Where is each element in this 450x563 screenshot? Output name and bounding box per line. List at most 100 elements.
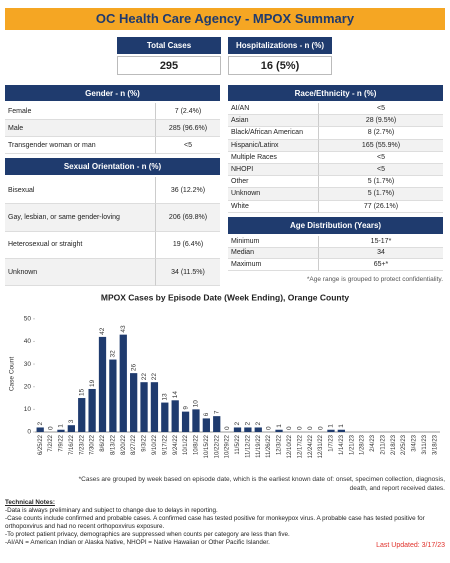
bar [109,359,117,432]
x-tick-label: 2/11/23 [380,434,386,454]
bar [181,411,190,432]
x-tick-label: 2/25/23 [401,434,407,455]
x-tick-label: 9/24/22 [173,434,179,455]
value-label: 2 [255,421,262,425]
bar [327,429,335,432]
bar [202,418,210,432]
value-label: 43 [120,325,127,333]
bar [36,427,44,432]
value-label: 2 [37,421,44,425]
x-tick-label: 1/7/23 [329,434,335,451]
row-value: <5 [318,103,443,116]
x-tick-label: 8/27/22 [131,434,137,455]
note-line: -To protect patient privacy, demographic… [5,531,290,538]
x-tick-label: 10/8/22 [194,434,200,455]
bar [88,388,96,432]
x-tick-label: 7/23/22 [79,434,85,455]
value-label: 0 [317,426,324,430]
y-tick-label: 20 [24,383,32,390]
x-tick-label: 2/4/23 [370,434,376,451]
x-tick-label: 12/24/22 [308,434,314,458]
table-header: Age Distribution (Years) [228,217,443,234]
row-label: Black/African American [228,127,318,140]
bar [233,427,242,432]
x-tick-label: 10/29/22 [225,434,231,458]
bar [67,425,75,432]
bar [171,400,179,432]
note-line: -Case counts include confirmed and proba… [5,515,425,530]
value-label: 42 [99,327,106,335]
row-label: Bisexual [5,177,155,205]
row-label: Minimum [228,236,318,248]
value-label: 0 [265,426,272,430]
row-value: 65+* [318,259,443,271]
x-tick-label: 3/4/23 [412,434,418,451]
bar [192,409,200,432]
row-value: 5 (1.7%) [318,176,443,189]
x-tick-label: 7/2/22 [48,434,54,451]
row-label: Male [5,120,155,137]
kpi-label: Total Cases [117,37,221,54]
value-label: 0 [297,426,304,430]
value-label: 2 [245,421,252,425]
x-tick-label: 10/1/22 [183,434,189,455]
technical-notes: Technical Notes: -Data is always prelimi… [5,499,445,547]
bar [130,373,138,432]
row-value: 8 (2.7%) [318,127,443,140]
x-tick-label: 8/13/22 [110,434,116,455]
row-label: Multiple Races [228,151,318,164]
row-value: <5 [155,137,220,154]
row-label: AI/AN [228,103,318,116]
value-label: 22 [141,373,148,381]
bar [119,334,127,432]
value-label: 0 [286,426,293,430]
x-tick-label: 9/17/22 [162,434,168,455]
x-tick-label: 1/28/23 [360,434,366,455]
row-value: 15-17* [318,236,443,248]
row-value: <5 [318,164,443,177]
row-label: Hispanic/Latinx [228,139,318,152]
x-tick-label: 12/3/22 [277,434,283,455]
value-label: 1 [58,424,65,428]
value-label: 13 [162,393,169,401]
row-value: 36 (12.2%) [155,177,220,205]
row-label: Female [5,103,155,120]
value-label: 9 [182,406,189,410]
x-tick-label: 10/15/22 [204,434,210,458]
x-tick-label: 7/30/22 [90,434,96,455]
y-tick-label: 10 [24,406,32,413]
y-tick-label: 0 [27,429,31,436]
value-label: 10 [193,400,200,408]
row-label: Heterosexual or straight [5,231,155,259]
row-value: 206 (69.8%) [155,204,220,232]
bar [244,427,252,432]
chart-footnote: *Cases are grouped by week based on epis… [78,476,445,492]
row-value: 34 (11.5%) [155,258,220,287]
notes-title: Technical Notes: [5,499,55,506]
x-tick-label: 11/19/22 [256,434,262,458]
bar [57,429,65,432]
chart: MPOX Cases by Episode Date (Week Ending)… [9,292,440,458]
x-tick-label: 12/31/22 [318,434,324,458]
value-label: 7 [213,410,220,414]
x-tick-label: 7/16/22 [69,434,75,455]
bar [213,416,221,432]
row-value: 5 (1.7%) [318,188,443,201]
bar [150,382,159,432]
row-label: White [228,200,318,213]
value-label: 0 [47,426,54,430]
value-label: 1 [276,424,283,428]
page-title: OC Health Care Agency - MPOX Summary [5,8,445,30]
bar [78,398,86,432]
x-tick-label: 6/25/22 [38,434,44,455]
value-label: 14 [172,391,179,399]
row-label: Transgender woman or man [5,137,155,154]
x-tick-label: 8/6/22 [100,434,106,451]
x-tick-label: 3/18/23 [432,434,438,455]
x-tick-label: 1/14/23 [339,434,345,455]
row-value: 285 (96.6%) [155,120,220,137]
y-tick-label: 40 [24,338,32,345]
value-label: 22 [151,373,158,381]
value-label: 26 [130,364,137,372]
notes-lines: -Data is always preliminary and subject … [5,507,445,547]
